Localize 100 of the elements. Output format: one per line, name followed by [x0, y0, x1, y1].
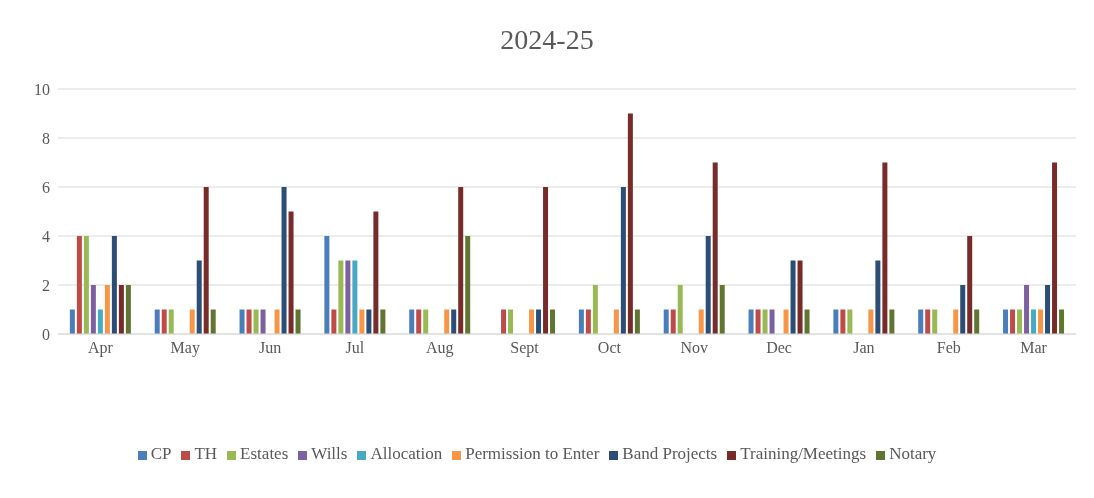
x-tick-label: Jul — [345, 339, 365, 357]
y-tick-label: 2 — [42, 276, 50, 294]
x-tick-label: Oct — [597, 339, 622, 357]
bar — [797, 260, 803, 334]
bar — [366, 309, 372, 334]
bar — [380, 309, 386, 334]
legend-label: TH — [194, 444, 218, 463]
bar — [804, 309, 810, 334]
x-tick-label: Apr — [87, 339, 114, 358]
bar — [627, 113, 633, 334]
bar — [189, 309, 195, 334]
bar — [239, 309, 245, 334]
bar — [281, 187, 287, 334]
bar — [373, 211, 379, 334]
bar — [416, 309, 422, 334]
legend-label: Band Projects — [622, 444, 718, 463]
bar — [423, 309, 429, 334]
bar — [1003, 309, 1009, 334]
bar — [352, 260, 358, 334]
bar — [712, 162, 718, 334]
bar — [97, 309, 103, 334]
bar — [585, 309, 591, 334]
y-tick-label: 0 — [42, 325, 50, 343]
bar — [274, 309, 280, 334]
bar — [840, 309, 846, 334]
bar — [550, 309, 556, 334]
bar — [444, 309, 450, 334]
bar — [677, 285, 683, 334]
legend-label: Wills — [311, 444, 348, 463]
bar — [154, 309, 160, 334]
bar — [168, 309, 174, 334]
bar — [90, 285, 96, 334]
bar — [501, 309, 507, 334]
x-tick-label: Jun — [258, 339, 282, 357]
bar — [111, 236, 117, 334]
bar — [833, 309, 839, 334]
bar — [698, 309, 704, 334]
bar — [260, 309, 266, 334]
x-tick-label: May — [170, 339, 200, 358]
legend-label: Estates — [240, 444, 289, 463]
bar — [295, 309, 301, 334]
bar — [1031, 309, 1037, 334]
bar — [1059, 309, 1065, 334]
bar — [118, 285, 124, 334]
bar — [288, 211, 294, 334]
bar — [246, 309, 252, 334]
x-tick-label: Mar — [1020, 339, 1048, 357]
bar — [1038, 309, 1044, 334]
legend-label: Allocation — [370, 444, 443, 463]
bar — [1017, 309, 1023, 334]
bar — [1052, 162, 1058, 334]
bar — [458, 187, 464, 334]
bar — [451, 309, 457, 334]
bar — [331, 309, 337, 334]
bar — [161, 309, 167, 334]
bar — [875, 260, 881, 334]
bar — [592, 285, 598, 334]
bar — [967, 236, 973, 334]
chart-title: 2024-25 — [499, 24, 595, 57]
y-tick-label: 10 — [34, 80, 50, 98]
bar — [889, 309, 895, 334]
bar — [634, 309, 640, 334]
bar — [670, 309, 676, 334]
x-tick-label: Feb — [936, 339, 961, 357]
bar — [663, 309, 669, 334]
bar — [868, 309, 874, 334]
bar — [748, 309, 754, 334]
bar — [925, 309, 931, 334]
bar — [578, 309, 584, 334]
bar — [196, 260, 202, 334]
bar — [409, 309, 415, 334]
bar — [345, 260, 351, 334]
bar — [125, 285, 131, 334]
legend-label: CP — [150, 444, 172, 463]
bar — [210, 309, 216, 334]
bar — [253, 309, 259, 334]
bar — [1045, 285, 1051, 334]
bar — [543, 187, 549, 334]
legend-label: Permission to Enter — [465, 444, 600, 463]
bar — [104, 285, 110, 334]
bar — [1010, 309, 1016, 334]
bar — [83, 236, 89, 334]
bar — [882, 162, 888, 334]
bar — [529, 309, 535, 334]
bar — [536, 309, 542, 334]
bar — [324, 236, 330, 334]
bar — [953, 309, 959, 334]
bar — [508, 309, 514, 334]
bar — [620, 187, 626, 334]
bar — [338, 260, 344, 334]
x-tick-label: Jan — [853, 339, 875, 357]
bar — [790, 260, 796, 334]
y-tick-label: 6 — [42, 178, 50, 196]
bar — [705, 236, 711, 334]
legend-label: Notary — [889, 444, 937, 463]
bar — [719, 285, 725, 334]
bar — [76, 236, 82, 334]
bar — [974, 309, 980, 334]
x-tick-label: Dec — [766, 339, 792, 357]
bar — [359, 309, 365, 334]
